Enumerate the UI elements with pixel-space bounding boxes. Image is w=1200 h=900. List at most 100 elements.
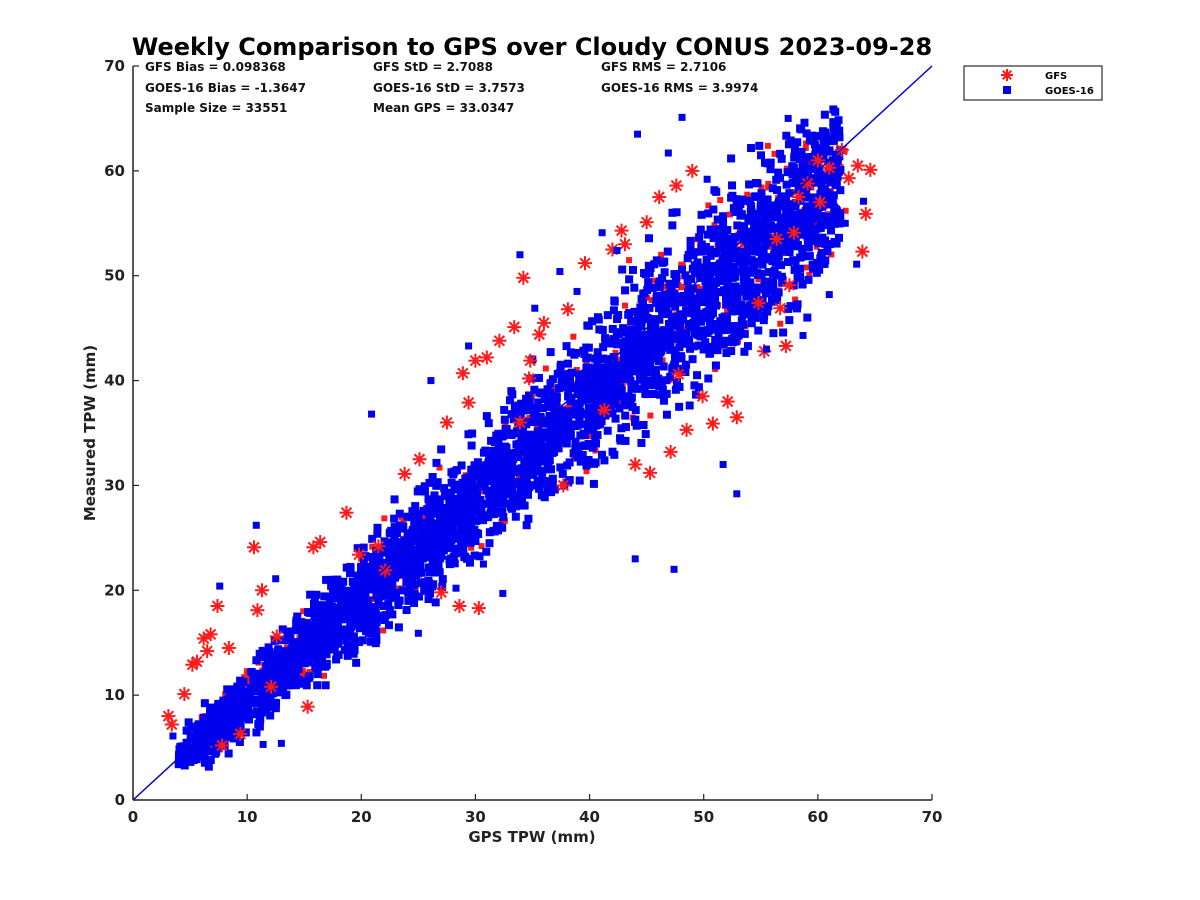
density-cloud-point — [440, 518, 449, 527]
density-cloud-point — [211, 749, 220, 758]
density-cloud-point — [818, 212, 827, 221]
density-cloud-point — [667, 283, 676, 292]
density-cloud-point — [712, 278, 721, 287]
gfs-point — [813, 195, 828, 210]
density-cloud-point — [653, 329, 662, 338]
density-cloud-point — [744, 196, 753, 205]
density-cloud-point — [580, 441, 589, 450]
density-cloud-point — [625, 309, 634, 318]
gfs-point — [800, 176, 815, 191]
density-cloud-point — [709, 230, 718, 239]
density-cloud-point — [340, 645, 349, 654]
density-cloud-point — [332, 655, 341, 664]
density-cloud-point — [607, 394, 616, 403]
density-cloud-point — [502, 469, 511, 478]
density-cloud-point — [539, 457, 548, 466]
density-cloud-point — [819, 137, 828, 146]
density-cloud-point — [616, 338, 625, 347]
gfs-point — [810, 153, 825, 168]
density-cloud-point — [777, 261, 786, 270]
density-cloud-point — [262, 697, 271, 706]
density-cloud-point — [747, 144, 756, 153]
density-cloud-point — [557, 418, 566, 427]
density-cloud-point — [705, 202, 712, 209]
goes-16-point — [499, 589, 507, 597]
density-cloud-point — [803, 313, 812, 322]
density-cloud-point — [343, 614, 352, 623]
density-cloud-point — [513, 490, 522, 499]
density-cloud-point — [187, 731, 196, 740]
density-cloud-point — [648, 283, 657, 292]
density-cloud-point — [809, 261, 818, 270]
x-axis-label: GPS TPW (mm) — [468, 828, 595, 846]
density-cloud-point — [834, 233, 843, 242]
density-cloud-point — [283, 669, 292, 678]
goes-16-point — [634, 130, 642, 138]
density-cloud-point — [829, 172, 838, 181]
density-cloud-point — [406, 573, 415, 582]
density-cloud-point — [449, 552, 458, 561]
density-cloud-point — [776, 149, 785, 158]
density-cloud-point — [601, 334, 610, 343]
density-cloud-point — [265, 702, 274, 711]
density-cloud-point — [471, 536, 480, 545]
density-cloud-point — [729, 286, 738, 295]
density-cloud-point — [359, 574, 368, 583]
density-cloud-point — [357, 562, 366, 571]
density-cloud-point — [764, 142, 771, 149]
density-cloud-point — [200, 758, 209, 767]
density-cloud-point — [285, 627, 294, 636]
density-cloud-point — [392, 558, 401, 567]
density-cloud-point — [498, 519, 505, 526]
density-cloud-point — [824, 147, 833, 156]
stat-gfs-rms: GFS RMS = 2.7106 — [601, 60, 726, 74]
gfs-point — [729, 410, 744, 425]
density-cloud-point — [507, 484, 516, 493]
density-cloud-point — [418, 551, 427, 560]
density-cloud-point — [558, 383, 567, 392]
density-cloud-point — [682, 306, 691, 315]
density-cloud-point — [747, 300, 756, 309]
density-cloud-point — [782, 225, 791, 234]
density-cloud-point — [734, 331, 743, 340]
density-cloud-point — [621, 411, 630, 420]
density-cloud-point — [543, 419, 552, 428]
density-cloud-point — [312, 590, 321, 599]
density-cloud-point — [264, 643, 273, 652]
density-cloud-point — [231, 720, 240, 729]
one-to-one-reference-line — [132, 65, 933, 801]
density-cloud-point — [678, 261, 685, 268]
density-cloud-point — [525, 398, 534, 407]
density-cloud-point — [702, 286, 711, 295]
density-cloud-point — [675, 321, 684, 330]
density-cloud-point — [447, 505, 456, 514]
density-cloud-point — [787, 200, 796, 209]
density-cloud-point — [322, 650, 331, 659]
density-cloud-point — [814, 239, 823, 248]
density-cloud-point — [739, 307, 748, 316]
density-cloud-point — [694, 383, 703, 392]
density-cloud-point — [304, 608, 313, 617]
density-cloud-point — [768, 233, 777, 242]
density-cloud-point — [537, 444, 546, 453]
density-cloud-point — [615, 328, 624, 337]
density-cloud-point — [596, 415, 605, 424]
stat-goes-std: GOES-16 StD = 3.7573 — [373, 81, 525, 95]
density-cloud-point — [690, 310, 699, 319]
density-cloud-point — [270, 650, 279, 659]
density-cloud-point — [608, 324, 617, 333]
density-cloud-point — [656, 293, 665, 302]
density-cloud-point — [359, 621, 368, 630]
gfs-point — [452, 599, 467, 614]
density-cloud-point — [484, 511, 493, 520]
density-cloud-point — [711, 361, 720, 370]
density-cloud-point — [429, 498, 438, 507]
density-cloud-point — [668, 364, 677, 373]
density-cloud-point — [617, 424, 626, 433]
density-cloud-point — [654, 357, 663, 366]
density-cloud-point — [394, 601, 403, 610]
density-cloud-point — [773, 208, 782, 217]
density-cloud-point — [496, 430, 505, 439]
density-cloud-point — [658, 274, 667, 283]
density-cloud-point — [408, 580, 417, 589]
